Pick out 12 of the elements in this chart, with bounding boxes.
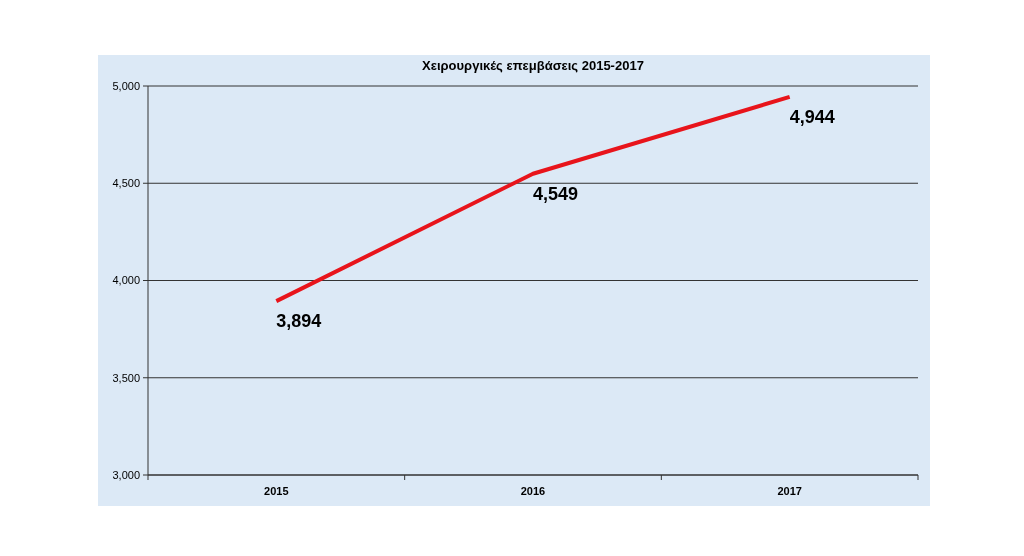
chart-title: Χειρουργικές επεμβάσεις 2015-2017 [422,58,644,73]
x-tick-label: 2015 [264,485,289,497]
data-label: 3,894 [276,311,322,332]
y-tick-label: 4,500 [112,177,140,190]
y-tick-label: 5,000 [112,79,140,92]
x-tick-label: 2017 [777,485,802,497]
data-label: 4,944 [789,106,835,127]
y-tick-label: 4,000 [112,274,140,287]
x-tick-label: 2016 [520,485,546,497]
data-label: 4,549 [533,183,579,204]
y-tick-label: 3,000 [112,468,140,481]
y-tick-label: 3,500 [112,371,140,384]
